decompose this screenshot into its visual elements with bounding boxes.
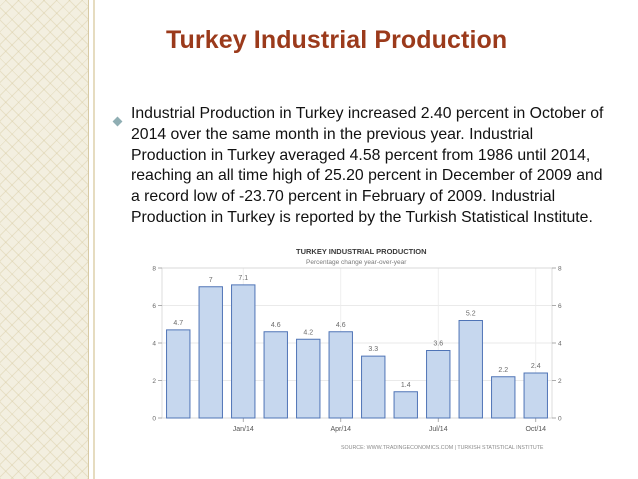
- bar-value-label: 1.4: [401, 382, 411, 389]
- bar-value-label: 4.7: [173, 320, 183, 327]
- bar: [458, 320, 483, 419]
- bar-chart: 0 0 2 2 4 4 6 6 8 8 4.7 7 7.1 4.6 4.2 4.6 3.3 1.4 3.6 5.2 2.…: [136, 240, 584, 454]
- bar: [198, 286, 223, 419]
- bar: [231, 284, 256, 419]
- bar-value-label: 4.2: [303, 329, 313, 336]
- bar: [361, 355, 386, 419]
- bullet-icon: [112, 116, 123, 127]
- x-tick-label: Oct/14: [525, 426, 546, 433]
- bar-value-label: 4.6: [271, 322, 281, 329]
- y-tick-label-right: 2: [558, 378, 562, 385]
- x-tick-label: Apr/14: [330, 426, 351, 433]
- y-tick-label-right: 8: [558, 266, 562, 273]
- bar-value-label: 4.6: [336, 322, 346, 329]
- y-tick-label-left: 4: [152, 341, 156, 348]
- bar: [263, 331, 288, 419]
- bar: [491, 376, 516, 419]
- bar: [523, 372, 548, 419]
- y-tick-label-left: 6: [152, 303, 156, 310]
- x-tick-label: Jul/14: [429, 426, 448, 433]
- y-tick-label-right: 4: [558, 341, 562, 348]
- decorative-pattern-strip: [0, 0, 88, 479]
- chart-bars: [166, 284, 548, 419]
- y-tick-label-left: 8: [152, 266, 156, 273]
- bar: [166, 329, 191, 419]
- chart-title: TURKEY INDUSTRIAL PRODUCTION: [296, 247, 427, 256]
- x-tick-label: Jan/14: [233, 426, 254, 433]
- bar-value-label: 7.1: [238, 275, 248, 282]
- slide-title: Turkey Industrial Production: [166, 26, 508, 54]
- bar: [393, 391, 418, 419]
- bar-value-label: 2.4: [531, 363, 541, 370]
- bar-value-label: 3.6: [433, 341, 443, 348]
- slide-body-text: Industrial Production in Turkey increase…: [131, 105, 604, 226]
- y-tick-label-left: 0: [152, 416, 156, 423]
- chart-subtitle: Percentage change year-over-year: [306, 259, 407, 266]
- chart-container: 0 0 2 2 4 4 6 6 8 8 4.7 7 7.1 4.6 4.2 4.6 3.3 1.4 3.6 5.2 2.…: [136, 240, 584, 459]
- y-tick-label-left: 2: [152, 378, 156, 385]
- bar-value-label: 2.2: [498, 367, 508, 374]
- bar-value-label: 7: [209, 277, 213, 284]
- bar-value-label: 3.3: [368, 346, 378, 353]
- bar: [328, 331, 353, 419]
- y-tick-label-right: 0: [558, 416, 562, 423]
- bar: [296, 338, 321, 419]
- chart-labels: 0 0 2 2 4 4 6 6 8 8 4.7 7 7.1 4.6 4.2 4.6 3.3 1.4 3.6 5.2 2.…: [152, 266, 562, 434]
- chart-axes: [158, 267, 556, 422]
- y-tick-label-right: 6: [558, 303, 562, 310]
- decorative-divider: [88, 0, 99, 479]
- bar-value-label: 5.2: [466, 311, 476, 318]
- chart-source: SOURCE: WWW.TRADINGECONOMICS.COM | TURKI…: [341, 445, 544, 451]
- bar: [426, 350, 451, 419]
